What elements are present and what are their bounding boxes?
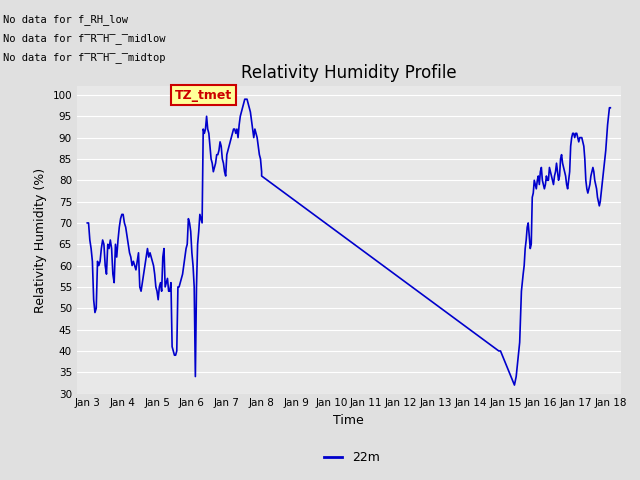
Legend: 22m: 22m bbox=[319, 446, 385, 469]
Y-axis label: Relativity Humidity (%): Relativity Humidity (%) bbox=[34, 168, 47, 312]
Text: TZ_tmet: TZ_tmet bbox=[175, 89, 232, 102]
Text: No data for f̅R̅H̅_̅midtop: No data for f̅R̅H̅_̅midtop bbox=[3, 52, 166, 63]
Title: Relativity Humidity Profile: Relativity Humidity Profile bbox=[241, 64, 456, 82]
Text: No data for f_RH_low: No data for f_RH_low bbox=[3, 13, 128, 24]
Text: No data for f̅R̅H̅_̅midlow: No data for f̅R̅H̅_̅midlow bbox=[3, 33, 166, 44]
X-axis label: Time: Time bbox=[333, 414, 364, 427]
